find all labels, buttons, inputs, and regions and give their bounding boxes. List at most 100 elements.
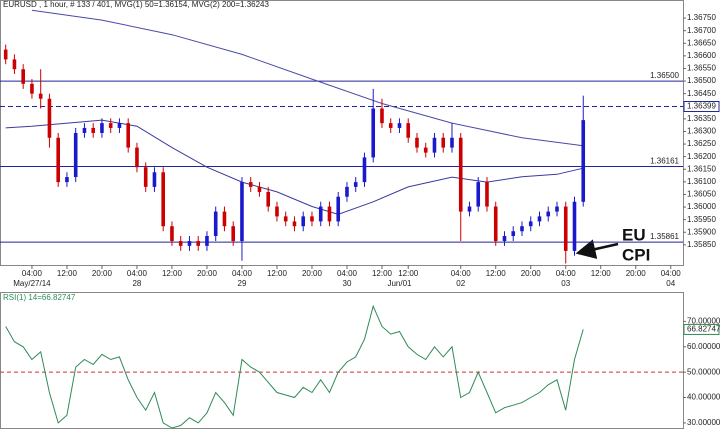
candle-body bbox=[178, 241, 183, 246]
candle-body bbox=[275, 206, 279, 217]
candle-body bbox=[30, 83, 34, 94]
y-tick-label: 1.36200 bbox=[687, 152, 716, 161]
candle-body bbox=[108, 123, 113, 128]
candle-body bbox=[117, 123, 122, 128]
y-tick-label: 1.36150 bbox=[687, 164, 716, 173]
candle-body bbox=[476, 182, 481, 207]
candle-body bbox=[240, 182, 244, 242]
date-tick-label: 03 bbox=[561, 279, 570, 288]
x-tick-label: 20:00 bbox=[92, 269, 113, 278]
annotation-arrow bbox=[575, 239, 619, 259]
candle-body bbox=[100, 123, 104, 133]
candle-body bbox=[371, 108, 376, 158]
candle-body bbox=[91, 127, 95, 133]
candle-body bbox=[458, 137, 463, 212]
candle-body bbox=[572, 201, 577, 251]
x-tick-label: 04:00 bbox=[127, 269, 148, 278]
level-label: 1.35861 bbox=[650, 232, 679, 241]
candle-body bbox=[397, 123, 402, 128]
y-tick-label: 1.36600 bbox=[687, 51, 716, 60]
candle-body bbox=[135, 147, 139, 168]
candle-body bbox=[257, 186, 262, 192]
value-label-box bbox=[683, 323, 720, 335]
candle-body bbox=[345, 186, 349, 197]
y-tick-label: 1.36100 bbox=[687, 177, 716, 186]
candle-body bbox=[406, 123, 411, 138]
x-tick-label: 04:00 bbox=[451, 269, 472, 278]
x-tick-label: 04:00 bbox=[556, 269, 577, 278]
y-tick-label: 1.36700 bbox=[687, 26, 716, 35]
candle-body bbox=[336, 196, 341, 222]
y-tick-label: 1.36350 bbox=[687, 114, 716, 123]
x-tick-label: 12:00 bbox=[486, 269, 507, 278]
candle-body bbox=[196, 241, 201, 246]
candle-body bbox=[362, 157, 367, 183]
y-tick-label: 60.000000 bbox=[687, 342, 720, 351]
candle-body bbox=[301, 216, 306, 227]
date-tick-label: 30 bbox=[343, 279, 352, 288]
y-tick-label: 1.36000 bbox=[687, 202, 716, 211]
y-tick-label: 1.36450 bbox=[687, 89, 716, 98]
candle-body bbox=[231, 226, 236, 242]
y-tick-label: 40.000000 bbox=[687, 393, 720, 402]
candle-body bbox=[3, 49, 8, 60]
date-tick-label: May/27/14 bbox=[13, 279, 51, 288]
candle-body bbox=[161, 172, 166, 227]
date-tick-label: 29 bbox=[238, 279, 247, 288]
date-tick-label: 28 bbox=[132, 279, 141, 288]
candle-body bbox=[546, 211, 551, 217]
y-tick-label: 70.000000 bbox=[687, 316, 720, 325]
date-tick-label: 04 bbox=[666, 279, 675, 288]
level-label: 1.36161 bbox=[650, 157, 679, 166]
x-tick-label: 12:00 bbox=[398, 269, 419, 278]
candle-body bbox=[187, 241, 192, 246]
price-title: EURUSD , 1 hour, # 133 / 401, MVG(1) 50=… bbox=[3, 0, 269, 9]
candle-body bbox=[528, 221, 533, 227]
moving-average bbox=[31, 9, 584, 147]
annotation-text: CPI bbox=[622, 245, 650, 264]
candle-body bbox=[56, 137, 60, 183]
x-tick-label: 04:00 bbox=[232, 269, 253, 278]
candle-body bbox=[520, 226, 524, 232]
candle-body bbox=[450, 137, 454, 148]
candle-body bbox=[555, 206, 559, 212]
x-tick-label: 12:00 bbox=[162, 269, 183, 278]
x-tick-label: 20:00 bbox=[626, 269, 647, 278]
y-tick-label: 1.36650 bbox=[687, 38, 716, 47]
candle-body bbox=[12, 59, 17, 70]
candle-body bbox=[126, 123, 130, 148]
candle-body bbox=[380, 108, 384, 124]
x-tick-label: 20:00 bbox=[197, 269, 218, 278]
x-tick-label: 12:00 bbox=[591, 269, 612, 278]
level-label-box bbox=[683, 101, 720, 113]
candle-body bbox=[581, 120, 586, 202]
candle-body bbox=[415, 137, 419, 148]
y-tick-label: 1.36250 bbox=[687, 139, 716, 148]
value-label: 66.82747 bbox=[687, 325, 720, 334]
date-tick-label: Jun/01 bbox=[387, 279, 412, 288]
y-tick-label: 1.35950 bbox=[687, 215, 716, 224]
candle-body bbox=[47, 98, 52, 138]
candle-body bbox=[152, 172, 157, 187]
rsi-title: RSI(1) 14=66.82747 bbox=[3, 293, 76, 302]
x-tick-label: 20:00 bbox=[302, 269, 323, 278]
y-tick-label: 1.36050 bbox=[687, 190, 716, 199]
candle-body bbox=[353, 182, 358, 187]
candle-body bbox=[485, 182, 489, 207]
candle-body bbox=[432, 137, 437, 153]
price-plot-frame bbox=[0, 0, 684, 266]
candle-body bbox=[493, 206, 498, 242]
y-tick-label: 30.000000 bbox=[687, 418, 720, 427]
y-tick-label: 1.35900 bbox=[687, 227, 716, 236]
x-tick-label: 04:00 bbox=[661, 269, 682, 278]
candle-body bbox=[82, 127, 87, 133]
y-tick-label: 1.36500 bbox=[687, 76, 716, 85]
candle-body bbox=[327, 206, 332, 222]
candle-body bbox=[266, 191, 271, 207]
candle-body bbox=[310, 216, 314, 222]
candle-body bbox=[502, 236, 507, 242]
x-tick-label: 12:00 bbox=[267, 269, 288, 278]
candle-body bbox=[388, 123, 393, 128]
